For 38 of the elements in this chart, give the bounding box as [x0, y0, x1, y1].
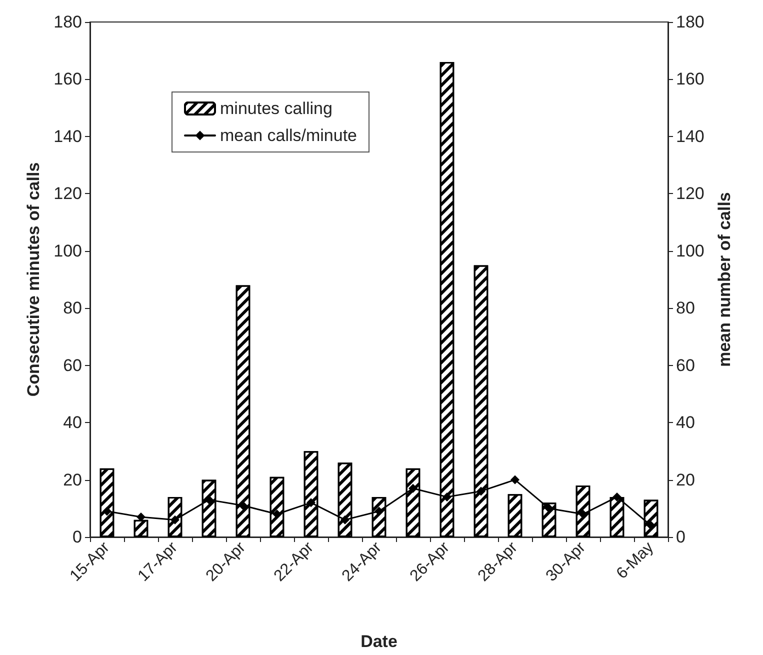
y-tick-label: 20: [63, 470, 82, 490]
point: [408, 484, 418, 493]
point: [544, 504, 554, 513]
y-axis-title: Consecutive minutes of calls: [24, 162, 43, 397]
y-tick-label: 120: [54, 184, 82, 204]
point: [136, 512, 146, 522]
point: [612, 492, 622, 502]
legend-label: minutes calling: [220, 99, 332, 118]
y2-tick-label: 140: [676, 126, 704, 146]
y-tick-label: 100: [54, 241, 82, 260]
y2-tick-label: 80: [676, 298, 695, 318]
y2-tick-label: 40: [676, 413, 695, 432]
y2-tick-label: 120: [676, 184, 704, 204]
y-tick-label: 60: [63, 356, 82, 375]
y2-tick-label: 100: [676, 241, 704, 260]
point: [442, 492, 452, 502]
y2-tick-label: 160: [676, 70, 704, 89]
point: [238, 501, 248, 510]
y-tick-label: 160: [54, 70, 82, 89]
point: [374, 506, 384, 516]
y2-tick-label: 0: [676, 528, 686, 546]
y-tick-label: 140: [54, 126, 82, 146]
y2-tick-label: 60: [676, 356, 695, 375]
point: [476, 486, 486, 496]
y-tick-label: 80: [63, 298, 82, 318]
y2-axis-title: mean number of calls: [715, 192, 734, 367]
point: [102, 506, 112, 516]
y-tick-label: 180: [54, 12, 82, 32]
y-tick-label: 0: [72, 528, 82, 546]
y2-tick-label: 180: [676, 12, 704, 32]
x-axis-title: Date: [360, 632, 398, 651]
y-tick-label: 40: [63, 413, 82, 432]
point: [306, 498, 316, 508]
point: [170, 515, 180, 524]
point: [510, 475, 520, 484]
y2-tick-label: 20: [676, 470, 695, 490]
legend-label: mean calls/minute: [220, 126, 358, 145]
point: [340, 515, 350, 524]
